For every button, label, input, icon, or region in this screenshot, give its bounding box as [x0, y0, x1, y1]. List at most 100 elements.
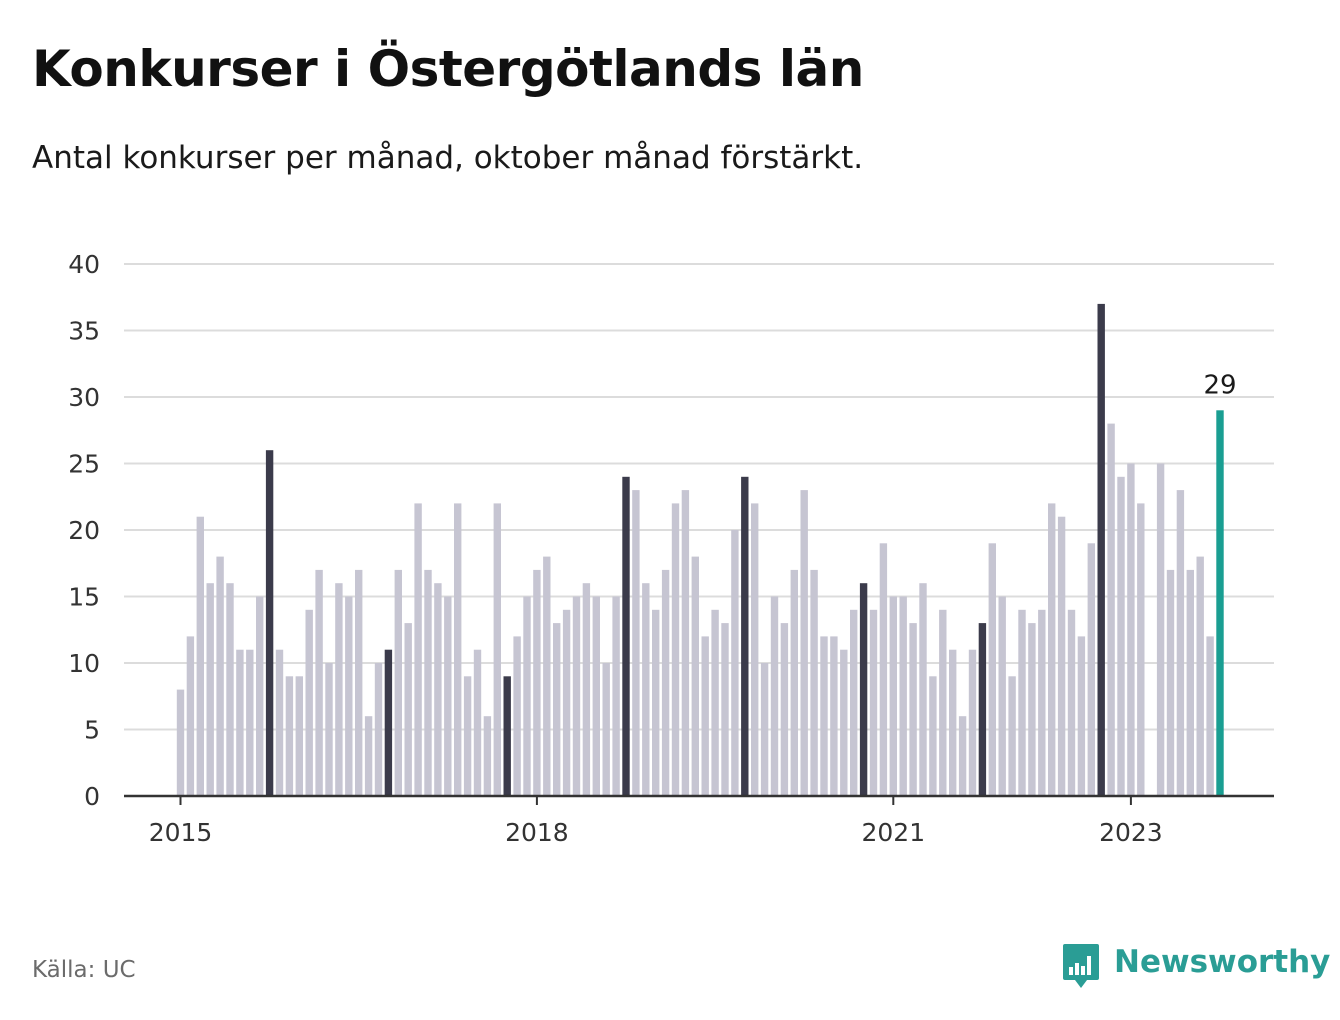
bar [681, 490, 690, 796]
bar [661, 569, 670, 796]
bar [652, 609, 660, 796]
bar-october [859, 583, 868, 796]
bar [345, 596, 353, 796]
bar [731, 530, 739, 796]
y-tick-label: 5 [84, 716, 100, 745]
bar [889, 596, 897, 796]
bar [325, 663, 333, 796]
bar [275, 649, 284, 796]
bar [434, 583, 442, 796]
bar [949, 649, 957, 796]
bar [513, 636, 521, 796]
bar [691, 556, 699, 796]
bar [701, 636, 709, 796]
bar [820, 636, 828, 796]
bar [176, 689, 185, 796]
bar [958, 716, 967, 796]
bar [840, 649, 848, 796]
bar [1057, 516, 1066, 796]
bar-october [265, 450, 274, 796]
x-tick-label: 2021 [861, 818, 925, 847]
bar-october [1097, 303, 1105, 796]
bar [1186, 569, 1194, 796]
bar [315, 569, 323, 796]
bar [642, 583, 650, 796]
brand-name: Newsworthy [1114, 944, 1331, 980]
bar [414, 503, 422, 796]
x-tick-label: 2023 [1099, 818, 1163, 847]
bar-october [978, 623, 987, 796]
y-tick-label: 25 [68, 450, 100, 479]
bar [810, 569, 818, 796]
bar [1048, 503, 1056, 796]
bar [1206, 636, 1214, 796]
chart-title: Konkurser i Östergötlands län [32, 40, 864, 98]
bar [1038, 609, 1046, 796]
x-tick-label: 2015 [149, 818, 213, 847]
bar [186, 636, 195, 796]
bar [523, 596, 531, 796]
bar [1087, 543, 1095, 796]
bar [226, 583, 234, 796]
bar [800, 490, 808, 796]
latest-value-label: 29 [1203, 370, 1236, 400]
bar [919, 583, 927, 796]
bar [988, 543, 996, 796]
bar-october [622, 476, 630, 796]
bar [246, 649, 254, 796]
y-tick-label: 15 [68, 583, 100, 612]
bar [1077, 636, 1086, 796]
bar [1176, 490, 1185, 796]
bar [533, 569, 541, 796]
bar [879, 543, 888, 796]
bar-latest [1216, 410, 1224, 796]
bar [1156, 463, 1165, 796]
bar [751, 503, 759, 796]
bar [790, 569, 798, 796]
bar [770, 596, 779, 796]
bar [780, 623, 789, 796]
y-tick-label: 20 [68, 516, 100, 545]
y-tick-label: 10 [68, 649, 100, 678]
bar [404, 623, 412, 796]
bar [463, 676, 472, 796]
bar [721, 623, 729, 796]
bar [285, 676, 294, 796]
bar [424, 569, 432, 796]
bar [196, 516, 204, 796]
bar [216, 556, 224, 796]
bar [582, 583, 591, 796]
bar [562, 609, 571, 796]
bar [335, 583, 343, 796]
bar [256, 596, 264, 796]
bar [394, 569, 402, 796]
bar [1018, 609, 1026, 796]
bar [760, 663, 769, 796]
brand-logo-group[interactable]: Newsworthy [1062, 940, 1330, 992]
bar [1107, 423, 1115, 796]
bar [1067, 609, 1076, 796]
bar [1166, 569, 1175, 796]
bar [592, 596, 600, 796]
bar [830, 636, 838, 796]
x-axis-ticks: 2015 2018 2021 2023 [149, 796, 1163, 847]
y-tick-label: 35 [68, 317, 100, 346]
bar-chart-speech-bubble-icon [1063, 944, 1099, 988]
bar [444, 596, 452, 796]
bar [869, 609, 878, 796]
y-tick-label: 40 [68, 250, 100, 279]
bar [711, 609, 719, 796]
bar [236, 649, 244, 796]
bar [632, 490, 640, 796]
bar-chart: 0 5 10 15 20 25 30 35 40 2015 2018 2021 2023 29 [68, 250, 1274, 847]
bar [1008, 676, 1016, 796]
bar [998, 596, 1006, 796]
y-axis-tick-labels: 0 5 10 15 20 25 30 35 40 [68, 250, 100, 811]
bar [483, 716, 492, 796]
bar [1028, 623, 1036, 796]
bar [543, 556, 551, 796]
bar-october [384, 649, 393, 796]
bar [850, 609, 858, 796]
bar [473, 649, 482, 796]
bar [364, 716, 373, 796]
